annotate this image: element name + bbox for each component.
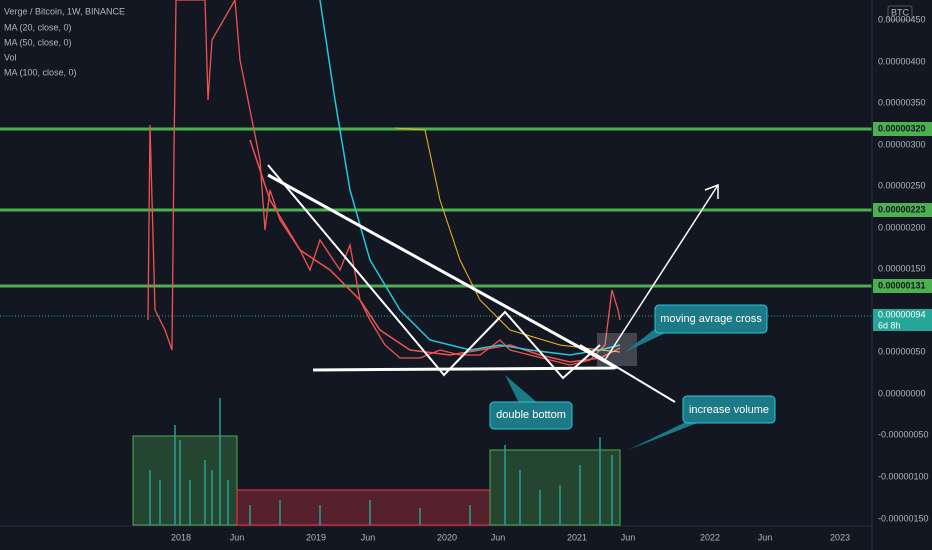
annotation: moving avrage cross <box>660 313 762 325</box>
callout <box>654 304 768 334</box>
price-tick-label: 0.00000000 <box>878 388 926 398</box>
ma-50 <box>319 0 621 356</box>
price-tick-label: 0.00000350 <box>878 97 926 107</box>
level-label: 0.00000131 <box>878 280 926 290</box>
level-label: 0.00000223 <box>878 204 926 214</box>
price-tick-label: 0.00000400 <box>878 56 926 66</box>
price-tick-label: -0.00000100 <box>878 471 929 481</box>
time-tick-label: Jun <box>230 532 245 542</box>
volume-zone <box>236 489 491 526</box>
trend-line <box>267 173 618 370</box>
legend-indicator: MA (20, close, 0) <box>4 22 72 32</box>
last-price: 0.00000094 <box>878 309 926 319</box>
level-tag <box>873 279 932 293</box>
support-line <box>312 366 616 372</box>
price-tick-label: -0.00000150 <box>878 513 929 523</box>
annotation: increase volume <box>689 404 769 416</box>
level-tag <box>873 203 932 217</box>
time-tick-label: 2019 <box>306 532 326 542</box>
time-tick-label: 2022 <box>700 532 720 542</box>
line <box>579 344 676 403</box>
volume-bars <box>149 398 613 525</box>
callout-tail <box>505 375 540 405</box>
price-tick-label: 0.00000050 <box>878 346 926 356</box>
level-tag <box>873 122 932 136</box>
price-tick-label: 0.00000250 <box>878 180 926 190</box>
currency: BTC <box>891 7 910 17</box>
volume-zone <box>132 435 238 526</box>
volume-zone <box>489 449 621 526</box>
pattern <box>267 164 601 380</box>
time-tick-label: Jun <box>491 532 506 542</box>
price-tick-label: 0.00000300 <box>878 139 926 149</box>
price-axis <box>872 0 932 550</box>
ma-20 <box>249 139 621 363</box>
annotation: double bottom <box>496 409 566 421</box>
price-tick-label: 0.00000450 <box>878 14 926 24</box>
countdown: 6d 8h <box>878 320 901 330</box>
time-tick-label: 2018 <box>171 532 191 542</box>
price-series <box>147 0 621 366</box>
time-tick-label: Jun <box>621 532 636 542</box>
time-tick-label: Jun <box>758 532 773 542</box>
callout-tail <box>628 420 705 450</box>
legend-indicator: MA (50, close, 0) <box>4 37 72 47</box>
price-tick-label: -0.00000050 <box>878 429 929 439</box>
last-price-tag <box>873 309 932 331</box>
time-tick-label: Jun <box>361 532 376 542</box>
currency-box <box>887 5 913 21</box>
callout <box>489 401 573 430</box>
legend-indicator: Vol <box>4 52 17 62</box>
price-tick-label: 0.00000200 <box>878 222 926 232</box>
level-label: 0.00000320 <box>878 123 926 133</box>
price-tick-label: 0.00000150 <box>878 263 926 273</box>
target-arrow <box>604 184 719 361</box>
time-tick-label: 2021 <box>567 532 587 542</box>
arrow-head <box>704 183 719 199</box>
legend-indicator: MA (100, close, 0) <box>4 67 77 77</box>
time-tick-label: 2023 <box>830 532 850 542</box>
time-tick-label: 2020 <box>437 532 457 542</box>
legend-symbol: Verge / Bitcoin, 1W, BINANCE <box>4 6 125 16</box>
callout <box>682 395 776 424</box>
